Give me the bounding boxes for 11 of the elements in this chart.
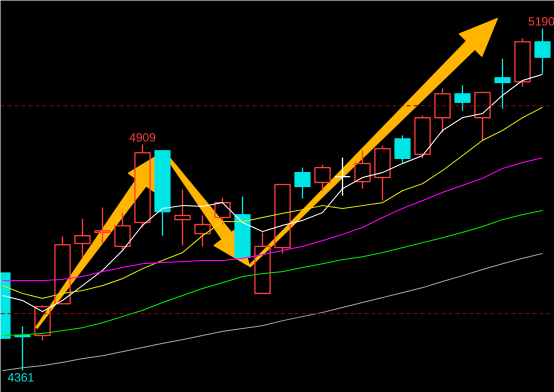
candlestick bbox=[14, 326, 31, 372]
annotation: 4909 bbox=[129, 130, 156, 144]
candlestick bbox=[94, 206, 111, 244]
candlestick bbox=[334, 157, 351, 196]
candlestick bbox=[534, 28, 551, 74]
candlestick bbox=[494, 58, 511, 110]
annotation: 5190 bbox=[528, 14, 554, 29]
annotation: 4361 bbox=[8, 370, 35, 385]
candlestick bbox=[174, 188, 191, 246]
candlestick bbox=[194, 214, 211, 248]
candlestick bbox=[74, 218, 91, 258]
